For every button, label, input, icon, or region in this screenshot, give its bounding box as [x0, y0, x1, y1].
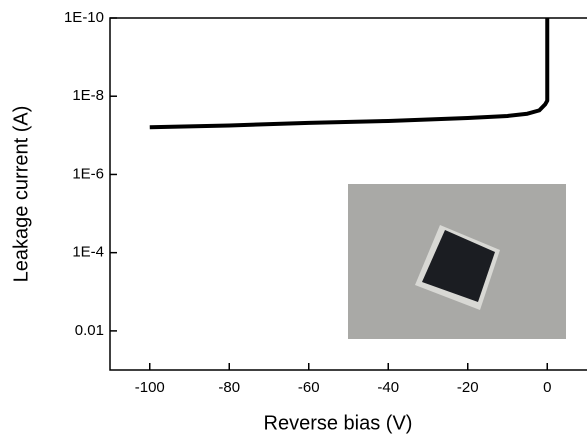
x-tick-label: -100 — [135, 379, 165, 396]
x-axis-label: Reverse bias (V) — [264, 412, 413, 434]
photo-sensor — [422, 230, 495, 302]
inset-photo — [348, 184, 566, 339]
data-line — [149, 18, 550, 130]
y-tick-label: 1E-10 — [64, 9, 104, 26]
y-tick-label: 1E-4 — [72, 244, 104, 261]
x-tick-label: 0 — [543, 379, 551, 396]
axis-frame — [109, 17, 587, 371]
x-tick-label: -60 — [298, 379, 320, 396]
x-tick-label: -20 — [457, 379, 479, 396]
y-axis-label: Leakage current (A) — [10, 106, 32, 283]
y-tick-label: 1E-8 — [72, 87, 104, 104]
y-tick-label: 1E-6 — [72, 165, 104, 182]
y-tick-label: 0.01 — [75, 322, 104, 339]
x-tick-label: -40 — [377, 379, 399, 396]
x-tick-label: -80 — [218, 379, 240, 396]
